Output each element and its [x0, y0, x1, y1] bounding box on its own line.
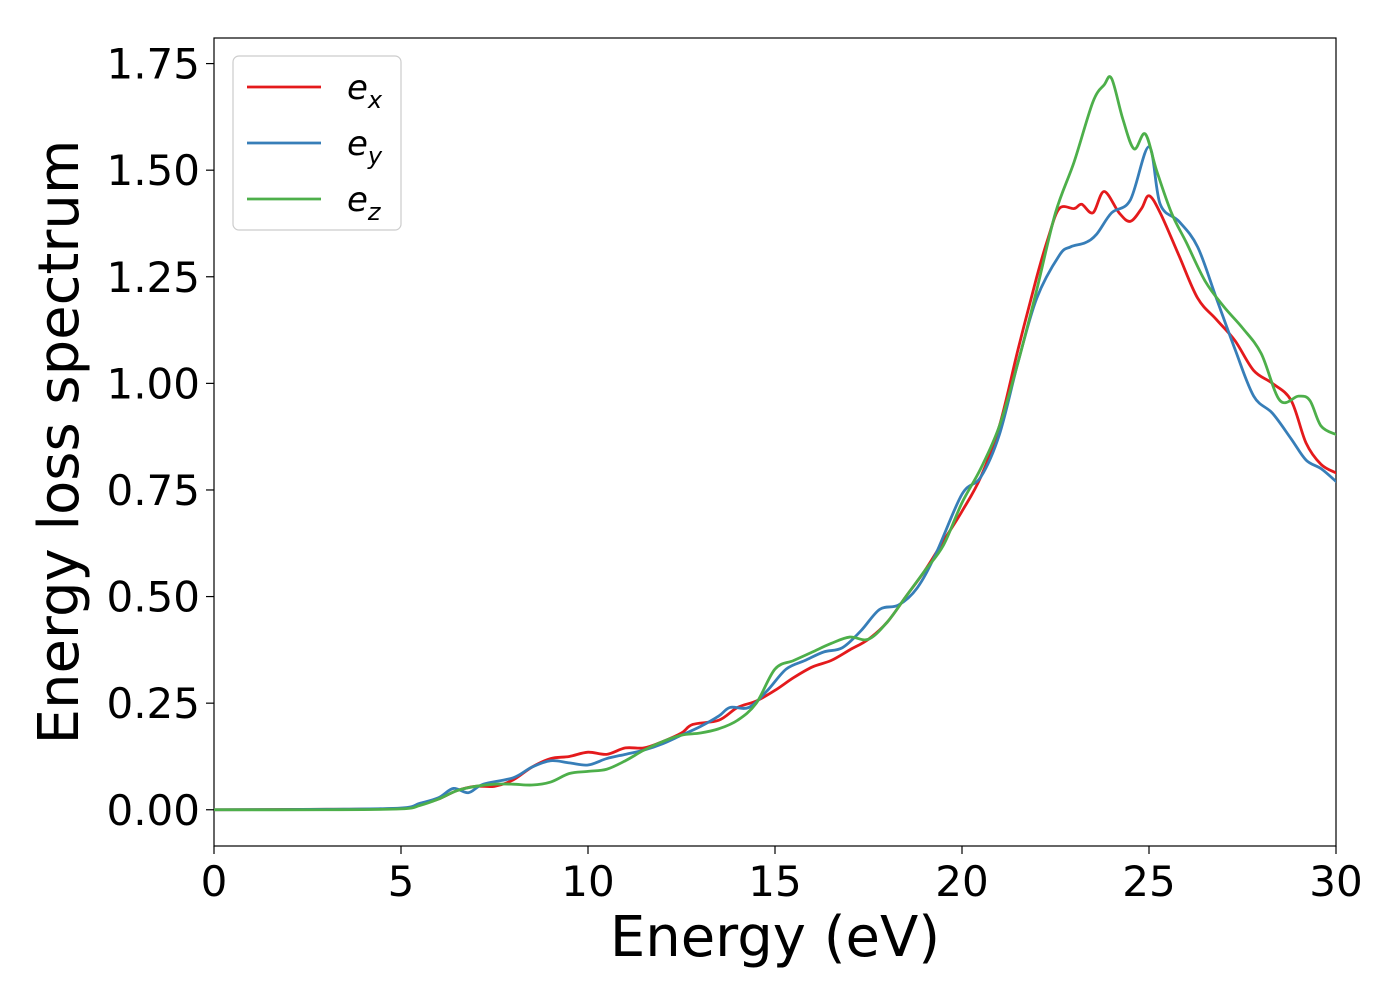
- x-tick-label: 5: [388, 857, 415, 906]
- y-tick-label: 0.50: [106, 573, 200, 622]
- x-tick-label: 10: [561, 857, 614, 906]
- series-line-ey: [214, 145, 1336, 812]
- x-tick-label: 30: [1309, 857, 1362, 906]
- legend-label-ez: ez: [347, 180, 382, 226]
- legend-label-subscript: z: [367, 198, 382, 226]
- y-axis-title: Energy loss spectrum: [27, 140, 92, 745]
- legend-label-base: e: [347, 124, 368, 164]
- x-axis-title: Energy (eV): [610, 905, 940, 970]
- x-tick-label: 15: [748, 857, 801, 906]
- series-layer: [214, 75, 1336, 812]
- legend-label-ex: ex: [347, 68, 383, 114]
- y-tick-label: 1.00: [106, 359, 200, 408]
- legend-label-subscript: x: [367, 86, 383, 114]
- y-tick-label: 1.50: [106, 146, 200, 195]
- x-tick-label: 0: [201, 857, 228, 906]
- legend-label-base: e: [347, 180, 368, 220]
- legend-label-base: e: [347, 68, 368, 108]
- legend-label-ey: ey: [347, 124, 383, 170]
- x-axis-ticks: 0 5 10 15 20 25 30: [201, 846, 1363, 906]
- series-line-ez: [214, 75, 1336, 812]
- y-axis-ticks: 0.00 0.25 0.50 0.75 1.00 1.25 1.50 1.75: [106, 40, 214, 835]
- y-tick-label: 0.25: [106, 679, 200, 728]
- y-tick-label: 1.25: [106, 253, 200, 302]
- x-tick-label: 20: [935, 857, 988, 906]
- x-tick-label: 25: [1122, 857, 1175, 906]
- y-tick-label: 0.75: [106, 466, 200, 515]
- y-tick-label: 0.00: [106, 786, 200, 835]
- y-tick-label: 1.75: [106, 40, 200, 89]
- legend-label-subscript: y: [367, 142, 383, 170]
